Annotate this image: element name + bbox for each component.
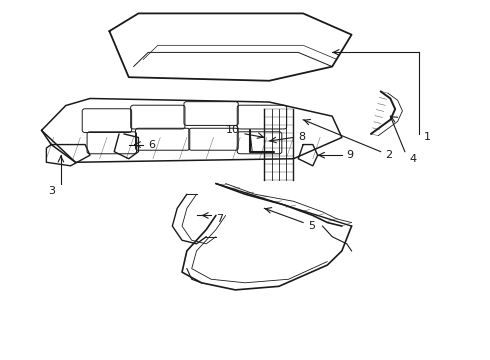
Text: 9: 9 — [347, 150, 354, 160]
Text: 1: 1 — [424, 132, 431, 143]
Text: 10: 10 — [225, 125, 240, 135]
Text: 4: 4 — [410, 154, 417, 164]
Text: 6: 6 — [148, 140, 155, 149]
Text: 3: 3 — [48, 186, 55, 195]
Text: 2: 2 — [386, 150, 392, 160]
Text: 8: 8 — [298, 132, 305, 143]
Text: 7: 7 — [216, 214, 223, 224]
Text: 5: 5 — [308, 221, 315, 231]
